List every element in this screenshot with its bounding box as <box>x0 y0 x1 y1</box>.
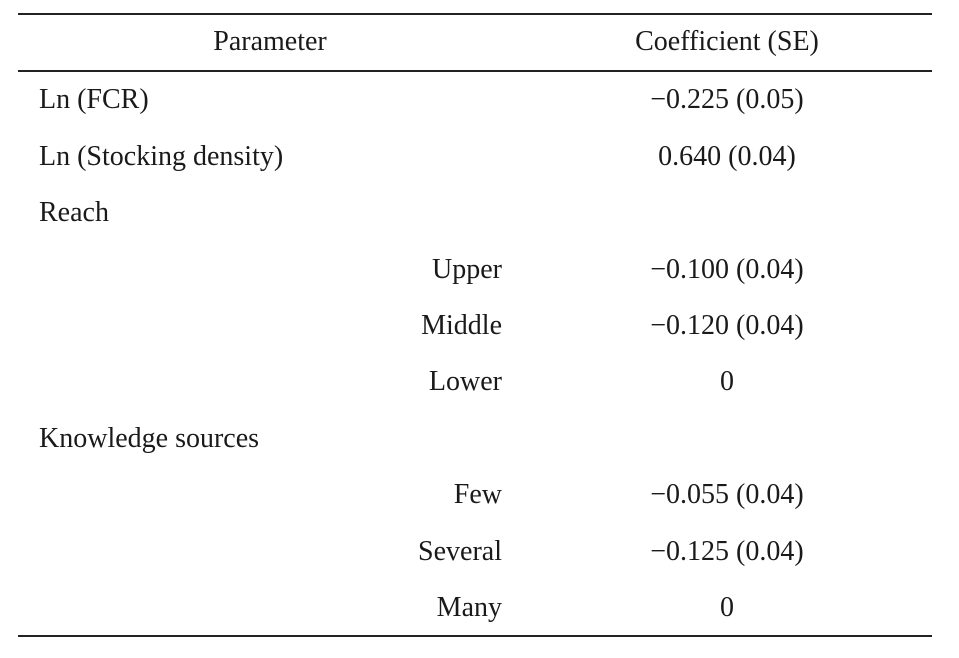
row-sublabel-several: Several <box>418 536 502 567</box>
table-header-rule <box>18 70 932 72</box>
row-label-reach: Reach <box>39 197 109 228</box>
row-label-ln-stocking-density: Ln (Stocking density) <box>39 141 284 172</box>
row-sublabel-lower: Lower <box>428 366 502 397</box>
row-sublabel-upper: Upper <box>432 254 502 285</box>
row-sublabel-few: Few <box>453 479 502 510</box>
row-label-ln-fcr: Ln (FCR) <box>39 84 149 115</box>
row-value-many: 0 <box>720 592 734 623</box>
row-value-few: −0.055 (0.04) <box>650 479 804 510</box>
row-sublabel-many: Many <box>436 592 502 623</box>
table-top-rule <box>18 13 932 15</box>
table-bottom-rule <box>18 635 932 637</box>
row-sublabel-middle: Middle <box>421 310 502 341</box>
header-coefficient: Coefficient (SE) <box>635 26 819 57</box>
row-value-ln-stocking-density: 0.640 (0.04) <box>658 141 796 172</box>
row-value-upper: −0.100 (0.04) <box>650 254 804 285</box>
header-parameter: Parameter <box>213 26 327 57</box>
row-value-ln-fcr: −0.225 (0.05) <box>650 84 804 115</box>
row-value-lower: 0 <box>720 366 734 397</box>
row-value-several: −0.125 (0.04) <box>650 536 804 567</box>
row-value-middle: −0.120 (0.04) <box>650 310 804 341</box>
row-label-knowledge-sources: Knowledge sources <box>39 423 260 454</box>
